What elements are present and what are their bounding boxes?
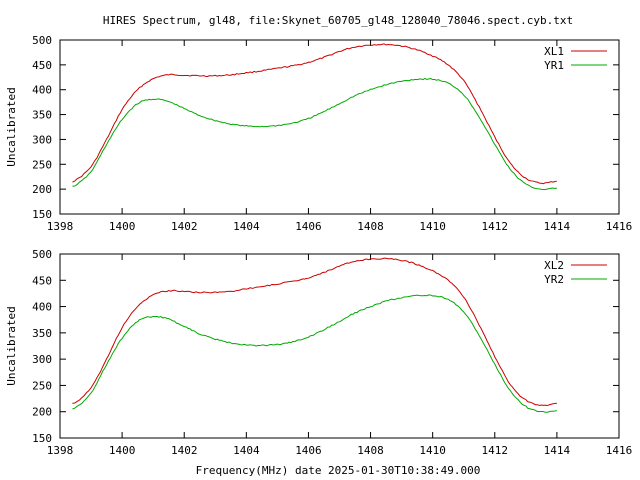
x-tick-label: 1416 (606, 444, 633, 457)
y-tick-label: 150 (32, 432, 52, 445)
x-tick-label: 1406 (295, 220, 322, 233)
y-tick-label: 500 (32, 34, 52, 47)
x-tick-label: 1408 (357, 220, 384, 233)
y-tick-label: 400 (32, 301, 52, 314)
y-tick-label: 350 (32, 109, 52, 122)
y-tick-label: 300 (32, 133, 52, 146)
x-tick-label: 1410 (419, 444, 446, 457)
x-tick-label: 1400 (109, 220, 136, 233)
series-line-xl1 (72, 43, 557, 185)
x-tick-label: 1398 (47, 220, 74, 233)
x-tick-label: 1404 (233, 444, 260, 457)
figure-title: HIRES Spectrum, gl48, file:Skynet_60705_… (103, 14, 573, 27)
x-tick-label: 1402 (171, 220, 198, 233)
x-tick-label: 1414 (544, 444, 571, 457)
series-line-yr1 (72, 77, 557, 191)
legend-label-xl2: XL2 (544, 259, 564, 272)
y-tick-label: 200 (32, 406, 52, 419)
y-tick-label: 450 (32, 59, 52, 72)
legend-label-yr1: YR1 (544, 59, 564, 72)
series-line-xl2 (72, 257, 557, 407)
y-tick-label: 500 (32, 248, 52, 261)
y-tick-label: 200 (32, 183, 52, 196)
x-tick-label: 1402 (171, 444, 198, 457)
footer-x-axis-label: Frequency(MHz) date 2025-01-30T10:38:49.… (196, 464, 481, 477)
x-tick-label: 1408 (357, 444, 384, 457)
plot-frame (59, 253, 620, 439)
x-tick-label: 1410 (419, 220, 446, 233)
legend-label-xl1: XL1 (544, 45, 564, 58)
y-tick-label: 450 (32, 274, 52, 287)
x-tick-label: 1412 (482, 444, 509, 457)
y-axis-label: Uncalibrated (5, 87, 18, 166)
chart-panel-1: 150 200 250 300 350 400 450 500 1398 1400 1402 1404… (5, 34, 632, 233)
x-tick-label: 1412 (482, 220, 509, 233)
y-tick-label: 150 (32, 208, 52, 221)
y-axis-label: Uncalibrated (5, 306, 18, 385)
y-tick-label: 300 (32, 353, 52, 366)
y-tick-label: 400 (32, 84, 52, 97)
series-line-yr2 (72, 294, 557, 413)
x-tick-label: 1414 (544, 220, 571, 233)
legend-label-yr2: YR2 (544, 273, 564, 286)
chart-panels: 150 200 250 300 350 400 450 500 1398 1400 1402 1404… (5, 34, 632, 457)
x-tick-label: 1398 (47, 444, 74, 457)
x-tick-label: 1406 (295, 444, 322, 457)
y-tick-label: 250 (32, 158, 52, 171)
chart-panel-2: 150 200 250 300 350 400 450 500 1398 1400 1402 1404… (5, 248, 632, 457)
plot-frame (59, 39, 620, 215)
y-tick-label: 350 (32, 327, 52, 340)
x-tick-label: 1400 (109, 444, 136, 457)
x-tick-label: 1404 (233, 220, 260, 233)
y-tick-label: 250 (32, 379, 52, 392)
x-tick-label: 1416 (606, 220, 633, 233)
